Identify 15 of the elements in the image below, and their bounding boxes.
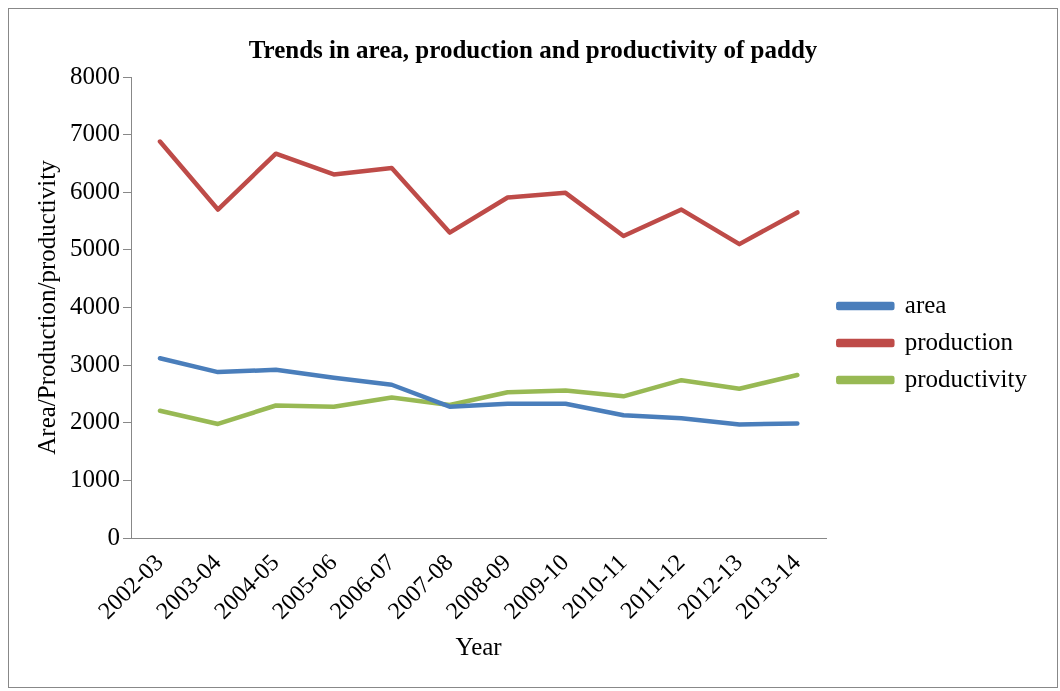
y-tick-label: 4000 — [70, 292, 120, 320]
legend-label: production — [904, 327, 1014, 355]
legend-label: productivity — [904, 364, 1028, 392]
y-tick-label: 2000 — [70, 407, 120, 435]
y-axis-title: Area/Production/productivity — [32, 159, 60, 455]
chart-title: Trends in area, production and productivity of paddy — [248, 36, 818, 64]
y-tick-label: 8000 — [70, 61, 120, 89]
y-tick-label: 0 — [107, 522, 120, 550]
x-axis-title: Year — [455, 632, 503, 660]
y-tick-label: 3000 — [70, 349, 120, 377]
y-tick-label: 5000 — [70, 234, 120, 262]
y-tick-label: 7000 — [70, 119, 120, 147]
y-tick-label: 6000 — [70, 176, 120, 204]
y-tick-label: 1000 — [70, 465, 120, 492]
legend-label: area — [904, 290, 947, 318]
